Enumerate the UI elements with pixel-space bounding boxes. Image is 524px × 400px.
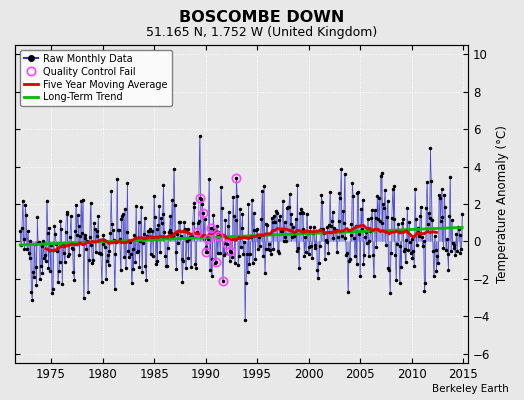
Y-axis label: Temperature Anomaly (°C): Temperature Anomaly (°C) [496,125,509,283]
Text: 51.165 N, 1.752 W (United Kingdom): 51.165 N, 1.752 W (United Kingdom) [146,26,378,39]
Legend: Raw Monthly Data, Quality Control Fail, Five Year Moving Average, Long-Term Tren: Raw Monthly Data, Quality Control Fail, … [20,50,171,106]
Text: Berkeley Earth: Berkeley Earth [432,384,508,394]
Text: BOSCOMBE DOWN: BOSCOMBE DOWN [179,10,345,25]
